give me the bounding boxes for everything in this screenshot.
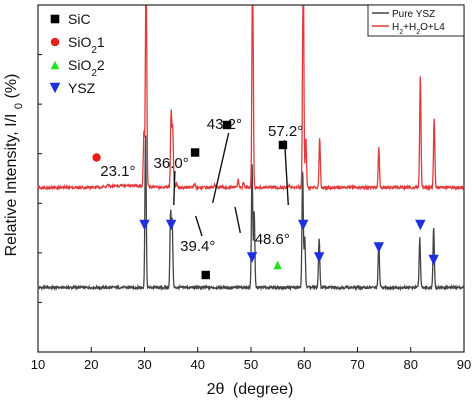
line-legend-label: H2+H2O+L4: [392, 22, 445, 36]
peak-annotation-label: 48.6°: [255, 231, 290, 248]
line-legend: Pure YSZ H2+H2O+L4: [367, 4, 465, 37]
peak-annotation-label: 43.2°: [207, 116, 242, 133]
y-axis-label: Relative Intensity, I/I 0 (%): [3, 74, 25, 257]
peak-annotation-label: 23.1°: [100, 163, 135, 180]
peak-annotation-label: 57.2°: [268, 123, 303, 140]
plot-area: 10 20 30 40 50 60 70 80 90: [31, 4, 471, 372]
marker-triangle-down-12: [415, 219, 426, 231]
x-tick-label: 50: [244, 357, 258, 372]
line-legend-box: [367, 4, 465, 37]
chart-overlays: 23.1° 36.0° 43.2° 57.2° 39.4° 48.6° SiC SiO21Si…: [49, 4, 465, 280]
marker-triangle-down-9: [297, 219, 309, 231]
marker-square-3: [278, 140, 288, 150]
marker-square-1: [190, 148, 200, 157]
x-tick-label: 40: [191, 357, 205, 372]
annotation-leader: [194, 215, 203, 237]
legend-marker-square: [50, 14, 60, 24]
x-tick-label: 80: [404, 357, 418, 372]
marker-triangle-down-6: [139, 219, 150, 231]
marker-legend-label: SiO22: [68, 57, 105, 79]
annotation-leader: [173, 170, 176, 206]
x-axis-label: 2θ (degree): [207, 381, 294, 398]
peak-annotation-label: 39.4°: [180, 238, 215, 255]
marker-legend-label: SiO21: [68, 34, 105, 56]
marker-triangle-down-13: [428, 254, 439, 266]
x-tick-label: 60: [297, 357, 311, 372]
x-tick-label: 20: [84, 357, 98, 372]
marker-triangle-down-8: [246, 252, 258, 263]
marker-legend-label: YSZ: [68, 80, 96, 96]
x-tick-label: 90: [457, 357, 471, 372]
line-legend-label: Pure YSZ: [392, 9, 435, 20]
marker-triangle-down-11: [373, 242, 384, 253]
legend-marker-circle: [50, 37, 60, 47]
x-tick-label: 10: [31, 357, 45, 372]
marker-triangle-down-10: [313, 252, 325, 263]
marker-legend-label: SiC: [68, 11, 91, 27]
marker-triangle-down-7: [165, 219, 177, 231]
annotation-leader: [211, 132, 230, 204]
peak-annotation-label: 36.0°: [154, 155, 189, 172]
annotation-leader: [283, 139, 289, 206]
marker-square-4: [201, 270, 210, 280]
series-line-h2-h2o-l4: [37, 5, 465, 192]
legend-marker-triangle-up: [50, 60, 60, 70]
marker-triangle-up-5: [273, 260, 282, 270]
x-tick-label: 70: [350, 357, 364, 372]
x-tick-label: 30: [137, 357, 151, 372]
marker-circle-0: [92, 153, 101, 162]
legend-marker-triangle-down: [49, 82, 61, 94]
annotation-leader: [234, 206, 242, 234]
marker-square-2: [222, 120, 232, 130]
